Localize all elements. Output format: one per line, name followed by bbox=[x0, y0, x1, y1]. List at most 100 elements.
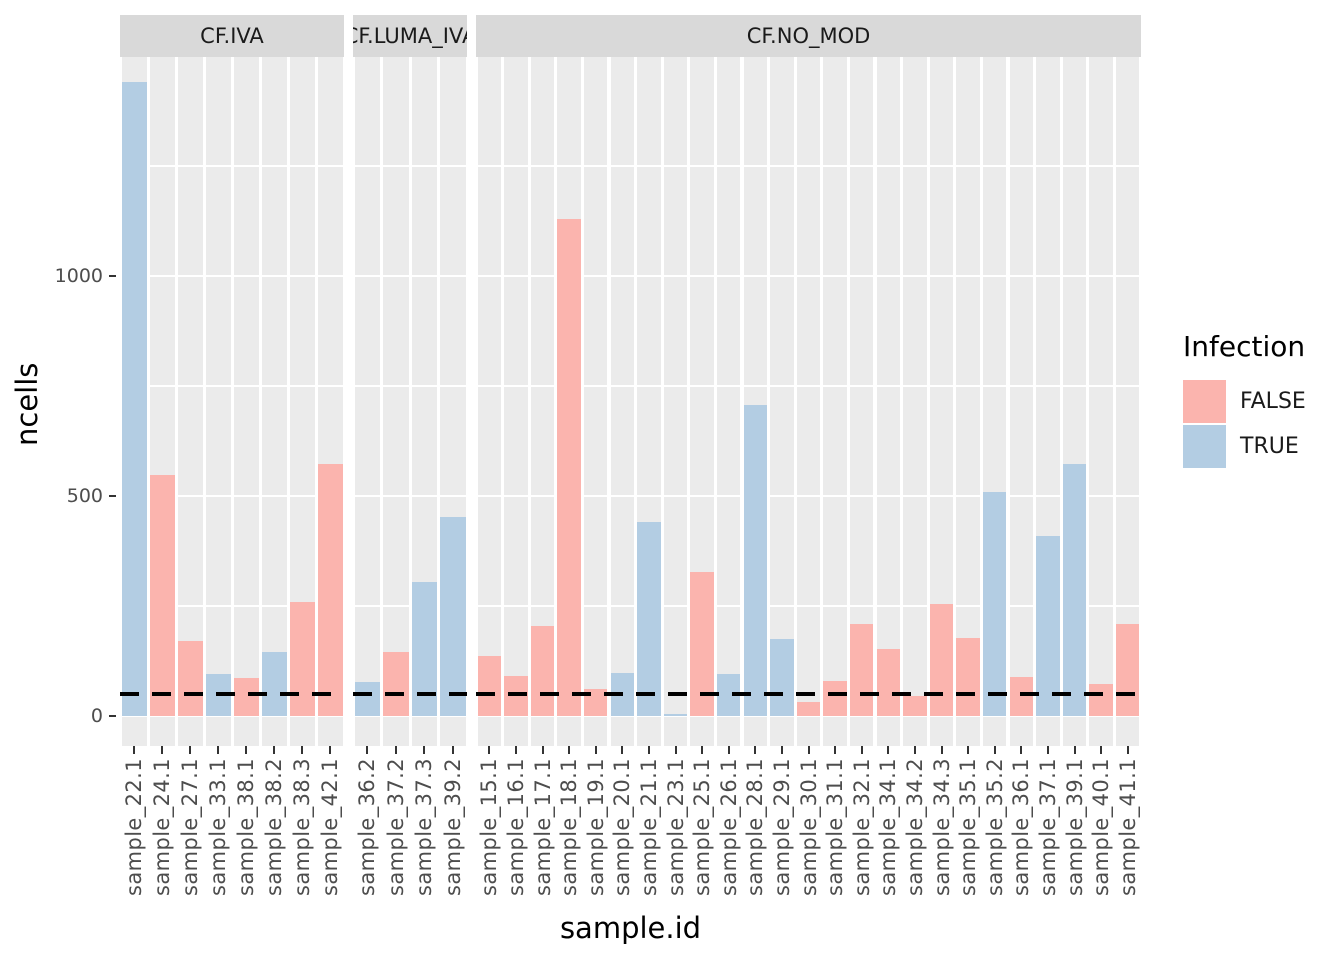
x-tick-label: sample_35.2 bbox=[982, 758, 1007, 897]
facet-strip-label: CF.NO_MOD bbox=[746, 24, 871, 48]
legend-label-true: TRUE bbox=[1240, 434, 1299, 459]
x-tick bbox=[394, 746, 397, 754]
gridline-minor-250 bbox=[476, 605, 1141, 607]
gridline-major-0 bbox=[120, 715, 344, 717]
y-tick-label: 0 bbox=[90, 705, 103, 727]
x-tick bbox=[1046, 746, 1049, 754]
gridline-minor-1250 bbox=[353, 165, 467, 167]
x-tick-label: sample_38.1 bbox=[234, 758, 258, 897]
x-tick-label: sample_17.1 bbox=[530, 758, 555, 897]
bar-sample_34.1 bbox=[876, 649, 901, 716]
x-tick bbox=[1126, 746, 1129, 754]
facet-panel bbox=[353, 57, 467, 746]
panel-cell bbox=[261, 57, 287, 746]
x-tick-label: sample_20.1 bbox=[610, 758, 635, 897]
x-tick-label: sample_37.2 bbox=[383, 758, 408, 897]
bar-sample_35.2 bbox=[982, 492, 1007, 716]
bar-sample_39.1 bbox=[1062, 464, 1087, 716]
bar-sample_38.1 bbox=[233, 678, 259, 716]
bar-sample_30.1 bbox=[796, 701, 821, 716]
x-tick-label: sample_18.1 bbox=[557, 758, 582, 897]
x-tick-label: sample_27.1 bbox=[178, 758, 202, 897]
x-tick bbox=[189, 746, 191, 754]
gridline-minor-1250 bbox=[476, 165, 1141, 167]
gridline-major-1000 bbox=[120, 275, 344, 277]
x-tick-label: sample_33.1 bbox=[206, 758, 230, 897]
x-tick bbox=[423, 746, 426, 754]
panel-cell bbox=[716, 57, 741, 746]
x-tick-label: sample_40.1 bbox=[1089, 758, 1114, 897]
panel-cell bbox=[903, 57, 927, 746]
panel-cell bbox=[383, 57, 409, 746]
facet-strip-label: CF.IVA bbox=[200, 24, 264, 48]
facet-CF.LUMA_IVA: CF.LUMA_IVAsample_36.2sample_37.2sample_… bbox=[353, 15, 467, 915]
bar-sample_28.1 bbox=[743, 405, 768, 716]
x-tick-label: sample_31.1 bbox=[823, 758, 848, 897]
legend-title: Infection bbox=[1183, 330, 1306, 363]
panel-cell bbox=[663, 57, 688, 746]
panel-cell bbox=[849, 57, 874, 746]
x-tick bbox=[1073, 746, 1076, 754]
bar-sample_34.2 bbox=[903, 695, 927, 716]
x-axis-title: sample.id bbox=[559, 911, 702, 945]
bar-sample_31.1 bbox=[823, 680, 847, 716]
x-tick bbox=[329, 746, 331, 754]
threshold-line bbox=[353, 692, 467, 696]
x-tick-label: sample_37.1 bbox=[1035, 758, 1060, 897]
x-tick-label: sample_22.1 bbox=[122, 758, 146, 897]
bar-sample_27.1 bbox=[177, 641, 203, 716]
x-tick bbox=[727, 746, 730, 754]
legend-swatch-false bbox=[1183, 380, 1226, 423]
x-tick-label: sample_19.1 bbox=[583, 758, 608, 897]
bar-sample_37.1 bbox=[1036, 535, 1060, 716]
x-tick bbox=[940, 746, 943, 754]
bar-sample_35.1 bbox=[956, 637, 980, 716]
x-tick bbox=[701, 746, 704, 754]
x-tick-label: sample_41.1 bbox=[1115, 758, 1140, 897]
bar-sample_15.1 bbox=[477, 656, 502, 716]
x-tick bbox=[301, 746, 303, 754]
x-tick bbox=[161, 746, 163, 754]
panel-cell bbox=[177, 57, 203, 746]
x-tick-label: sample_42.1 bbox=[318, 758, 342, 897]
facet-CF.NO_MOD: CF.NO_MOD sample_15.1 sample_16.1 sample_17… bbox=[476, 15, 1141, 915]
panel-cell bbox=[477, 57, 502, 746]
facet-strip-label: CF.LUMA_IVA bbox=[353, 24, 467, 48]
x-tick-label: sample_34.3 bbox=[929, 758, 954, 897]
gridline-major-500 bbox=[120, 495, 344, 497]
panel-cell bbox=[583, 57, 608, 746]
x-tick-label: sample_38.2 bbox=[262, 758, 286, 897]
bar-sample_41.1 bbox=[1115, 623, 1140, 716]
bar-sample_34.3 bbox=[929, 604, 954, 716]
panel-cell bbox=[233, 57, 259, 746]
bar-sample_25.1 bbox=[690, 571, 714, 716]
x-tick bbox=[133, 746, 135, 754]
gridline-minor-1250 bbox=[120, 165, 344, 167]
x-tick-label: sample_21.1 bbox=[636, 758, 661, 897]
x-tick bbox=[674, 746, 677, 754]
bar-sample_32.1 bbox=[849, 623, 874, 716]
x-tick-label: sample_39.1 bbox=[1062, 758, 1087, 897]
y-tick bbox=[109, 715, 116, 717]
bar-sample_38.2 bbox=[261, 652, 287, 716]
facet-CF.IVA: CF.IVA sample_22.1 sample_24.1 sample_27.1 s… bbox=[120, 15, 344, 915]
gridline-major-1000 bbox=[476, 275, 1141, 277]
facet-panel bbox=[476, 57, 1141, 746]
x-tick-label: sample_38.3 bbox=[290, 758, 314, 897]
gridline-major-500 bbox=[353, 495, 467, 497]
bar-sample_21.1 bbox=[637, 522, 661, 716]
panel-cell bbox=[823, 57, 847, 746]
x-tick bbox=[1020, 746, 1023, 754]
panel-cell bbox=[796, 57, 821, 746]
x-tick bbox=[488, 746, 491, 754]
facet-panel bbox=[120, 57, 344, 746]
x-tick-label: sample_30.1 bbox=[796, 758, 821, 897]
gridline-minor-750 bbox=[476, 385, 1141, 387]
panel-cell bbox=[530, 57, 555, 746]
x-tick-label: sample_15.1 bbox=[477, 758, 502, 897]
legend-key-true: TRUE bbox=[1183, 425, 1306, 468]
x-tick bbox=[273, 746, 275, 754]
bar-sample_36.1 bbox=[1009, 677, 1034, 716]
y-axis-title: ncells bbox=[10, 362, 44, 446]
panel-cell bbox=[770, 57, 794, 746]
